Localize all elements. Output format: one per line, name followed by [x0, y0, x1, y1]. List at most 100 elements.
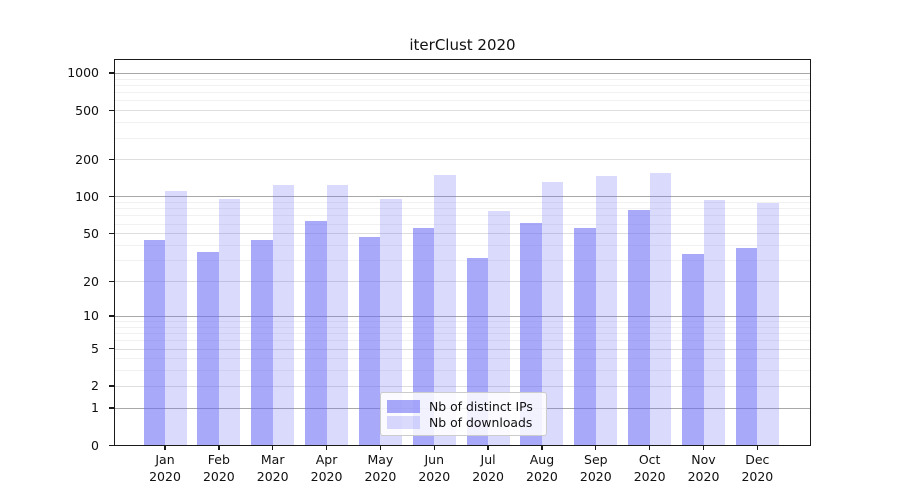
- legend-item-downloads: Nb of downloads: [387, 414, 538, 430]
- x-tick-mark: [272, 445, 274, 450]
- bar-downloads-aug: [541, 182, 564, 445]
- gridline-minor: [115, 122, 810, 124]
- gridline-minor: [115, 358, 810, 360]
- y-tick-label: 5: [91, 341, 99, 356]
- bar-distinct-ips-dec: [735, 247, 758, 445]
- gridline: [115, 72, 810, 74]
- gridline-minor: [115, 215, 810, 217]
- x-tick-label: Jul 2020: [472, 452, 504, 484]
- legend-label-distinct-ips: Nb of distinct IPs: [429, 398, 533, 414]
- y-tick-label: 50: [83, 225, 99, 241]
- y-tick-mark: [109, 407, 114, 409]
- gridline-minor: [115, 245, 810, 246]
- gridline-minor: [115, 100, 810, 102]
- x-tick-mark: [648, 445, 651, 450]
- plot-area: [114, 59, 811, 446]
- y-tick-label: 100: [75, 188, 99, 204]
- gridline-minor: [115, 78, 810, 80]
- bar-downloads-may: [380, 198, 402, 445]
- gridline: [115, 385, 810, 387]
- gridline: [115, 315, 810, 317]
- x-tick-label: Dec 2020: [741, 452, 774, 484]
- legend: Nb of distinct IPs Nb of downloads: [380, 392, 547, 436]
- x-tick-mark: [487, 445, 489, 450]
- gridline: [115, 348, 810, 350]
- y-tick-label: 500: [75, 102, 99, 118]
- gridline: [115, 196, 810, 198]
- bar-distinct-ips-apr: [305, 221, 327, 445]
- y-tick-mark: [109, 348, 114, 350]
- bar-distinct-ips-sep: [574, 228, 596, 445]
- x-tick-mark: [218, 445, 220, 450]
- y-tick-mark: [109, 158, 114, 161]
- y-tick-mark: [109, 72, 114, 74]
- x-tick-label: Mar 2020: [256, 452, 289, 484]
- y-tick-label: 10: [83, 308, 99, 324]
- x-tick-mark: [379, 445, 382, 450]
- legend-swatch-downloads: [387, 415, 420, 429]
- y-tick-mark: [109, 109, 114, 112]
- y-tick-mark: [109, 195, 114, 198]
- gridline-minor: [115, 92, 810, 94]
- chart-title: iterClust 2020: [409, 36, 516, 54]
- bar-distinct-ips-jan: [143, 240, 165, 445]
- x-tick-mark: [433, 445, 435, 450]
- x-tick-label: Oct 2020: [633, 452, 666, 484]
- x-tick-label: Jun 2020: [418, 452, 451, 484]
- bar-distinct-ips-oct: [628, 210, 650, 445]
- gridline-minor: [115, 370, 810, 372]
- gridline: [115, 159, 810, 161]
- x-tick-mark: [702, 445, 705, 450]
- x-tick-mark: [164, 445, 166, 450]
- x-tick-mark: [541, 445, 543, 450]
- bar-downloads-sep: [595, 175, 618, 445]
- y-tick-label: 20: [83, 273, 99, 289]
- y-tick-label: 200: [75, 151, 99, 167]
- gridline-minor: [115, 223, 810, 225]
- x-tick-mark: [325, 445, 328, 450]
- gridline-minor: [115, 208, 810, 210]
- bar-distinct-ips-feb: [197, 252, 219, 445]
- gridline-minor: [115, 137, 810, 139]
- x-tick-mark: [595, 445, 597, 450]
- bar-downloads-jun: [434, 175, 456, 445]
- gridline-minor: [115, 333, 810, 335]
- bar-downloads-dec: [757, 202, 779, 445]
- x-tick-label: Aug 2020: [526, 452, 558, 484]
- legend-label-downloads: Nb of downloads: [429, 414, 533, 430]
- y-tick-mark: [109, 444, 114, 446]
- gridline-minor: [115, 202, 810, 204]
- bar-downloads-mar: [272, 184, 295, 445]
- x-tick-label: May 2020: [364, 452, 397, 484]
- x-tick-label: Jan 2020: [149, 452, 181, 484]
- y-tick-label: 1: [91, 400, 99, 416]
- bar-distinct-ips-aug: [520, 222, 542, 445]
- y-tick-mark: [109, 315, 114, 317]
- bar-downloads-feb: [218, 198, 241, 445]
- gridline-minor: [115, 326, 810, 328]
- x-tick-label: Nov 2020: [687, 452, 720, 484]
- bar-distinct-ips-mar: [251, 240, 273, 445]
- bar-downloads-apr: [326, 185, 349, 445]
- y-tick-label: 0: [91, 437, 99, 453]
- y-tick-label: 1000: [67, 65, 99, 81]
- legend-item-distinct-ips: Nb of distinct IPs: [387, 398, 538, 414]
- gridline: [115, 233, 810, 235]
- x-tick-label: Apr 2020: [310, 452, 343, 484]
- y-tick-mark: [109, 385, 114, 387]
- gridline-minor: [115, 260, 810, 262]
- y-tick-mark: [109, 280, 114, 282]
- bar-downloads-nov: [703, 200, 725, 445]
- gridline: [115, 110, 810, 112]
- bar-downloads-jul: [488, 211, 510, 445]
- gridline-minor: [115, 340, 810, 342]
- x-tick-label: Sep 2020: [579, 452, 612, 484]
- gridline-minor: [115, 321, 810, 322]
- gridline-minor: [115, 84, 810, 86]
- gridline: [115, 281, 810, 283]
- bar-distinct-ips-jun: [412, 228, 435, 445]
- bar-downloads-oct: [649, 173, 672, 445]
- y-tick-label: 2: [91, 378, 99, 394]
- y-tick-mark: [109, 232, 114, 235]
- x-tick-mark: [756, 445, 759, 450]
